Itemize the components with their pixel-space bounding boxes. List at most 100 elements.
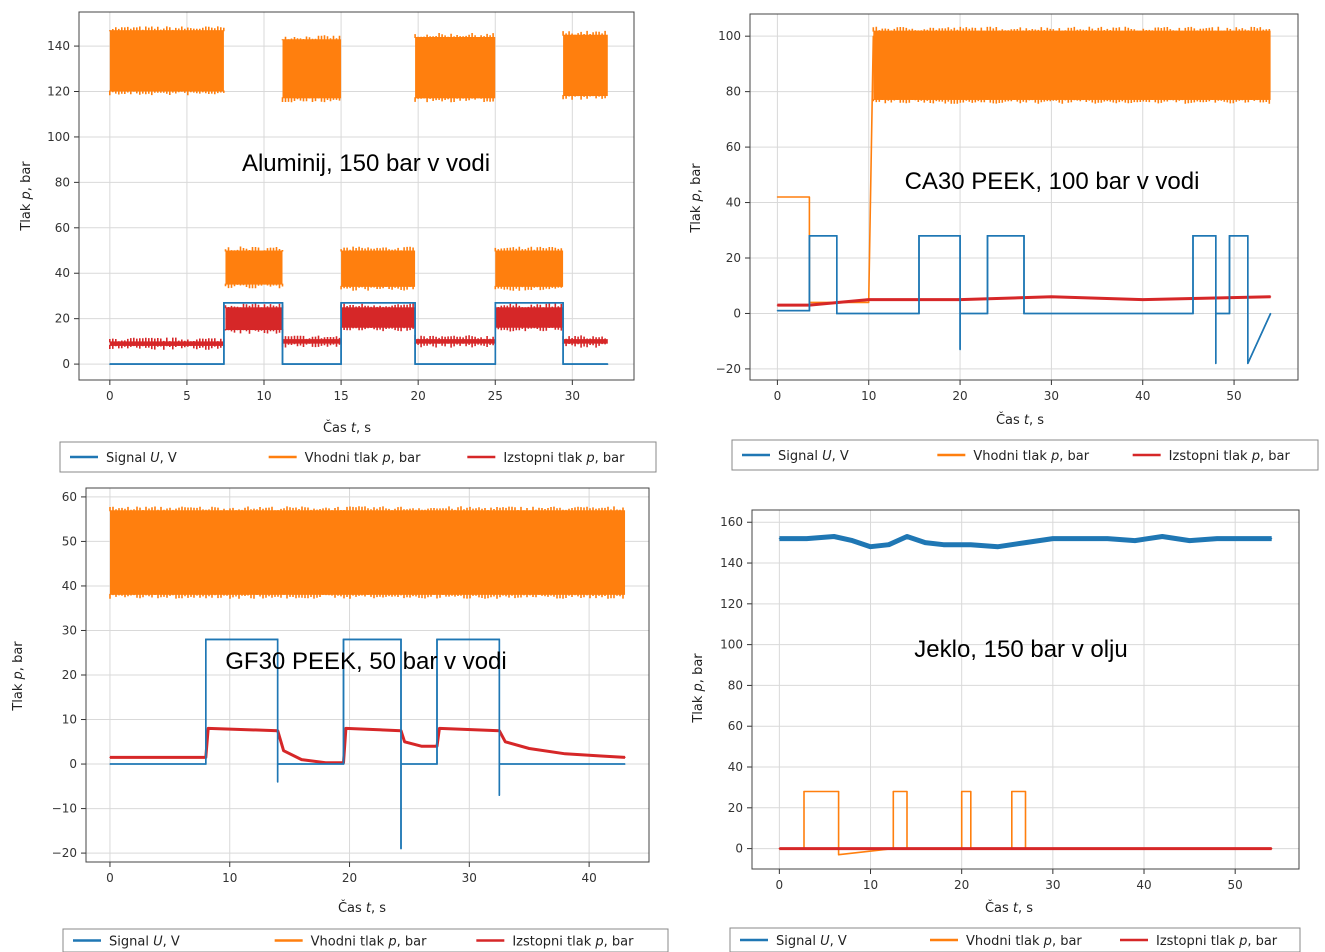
vhodni-tlak-p-bar-band [341, 250, 416, 287]
vhodni-tlak-p-bar-point [1011, 790, 1013, 793]
vhodni-tlak-p-bar-point [808, 196, 810, 198]
vhodni-tlak-p-bar-band [109, 30, 224, 92]
x-tick-label: 20 [952, 389, 967, 403]
x-axis-label: Čas t, s [338, 900, 386, 916]
chart-aluminij: 0 5 10 15 20 25 30 0 20 40 60 80 100 120 140 Aluminij, … [19, 11, 657, 473]
y-tick-label: 60 [62, 490, 77, 504]
signal-u-v-point [924, 542, 926, 544]
izstopni-tlak-p-bar-band [563, 339, 608, 344]
signal-u-v-line-top [777, 235, 1272, 364]
x-tick-label: 10 [863, 878, 878, 892]
chart-annotation: GF30 PEEK, 50 bar v vodi [225, 648, 506, 675]
vhodni-tlak-p-bar-point [970, 790, 972, 793]
y-tick-label: 60 [728, 719, 743, 733]
y-tick-label: 20 [726, 251, 741, 265]
y-tick-label: 80 [728, 678, 743, 692]
y-tick-label: 40 [728, 760, 743, 774]
y-tick-label: 0 [62, 357, 70, 371]
series-group [109, 26, 609, 365]
vhodni-tlak-p-bar-point [906, 790, 908, 793]
vhodni-tlak-p-bar-band [495, 250, 564, 287]
legend-label-izstopni-tlak-p-bar: Izstopni tlak p, bar [512, 935, 634, 950]
legend-label-vhodni-tlak-p-bar: Vhodni tlak p, bar [305, 451, 421, 466]
y-tick-label: 60 [55, 221, 70, 235]
y-tick-label: 100 [720, 638, 743, 652]
signal-u-v-point [806, 537, 808, 540]
vhodni-tlak-p-bar-band-noise [281, 35, 341, 103]
izstopni-tlak-p-bar-point [420, 745, 423, 747]
signal-u-v-point [869, 546, 872, 548]
x-tick-label: 15 [333, 389, 348, 403]
chart-gf30-peek: 0 10 20 30 40 −20 −10 0 10 20 30 40 50 60 GF30 PEEK, 5… [11, 487, 669, 952]
izstopni-tlak-p-bar-point [868, 298, 870, 301]
y-tick-label: −20 [716, 362, 741, 376]
izstopni-tlak-p-bar-point [438, 727, 440, 730]
x-tick-label: 0 [776, 878, 784, 892]
x-tick-label: 5 [183, 389, 191, 403]
vhodni-tlak-p-bar-band-noise [224, 246, 284, 289]
plot-frame [749, 13, 1299, 381]
signal-u-v-point [942, 544, 945, 546]
y-tick-label: 100 [47, 130, 70, 144]
signal-u-v-point [851, 539, 853, 542]
vhodni-tlak-p-bar-band-noise [562, 30, 606, 100]
vhodni-tlak-p-bar-point [961, 790, 963, 793]
signal-u-v-point [1134, 539, 1136, 542]
legend-label-signal-u-v: Signal U, V [106, 451, 177, 466]
y-tick-label: 40 [55, 266, 70, 280]
y-tick-label: 0 [69, 757, 77, 771]
signal-u-v-point [1189, 539, 1191, 542]
izstopni-tlak-p-bar-point [624, 756, 626, 758]
y-tick-label: −10 [52, 802, 77, 816]
x-tick-label: 20 [954, 878, 969, 892]
vhodni-tlak-p-bar-point [892, 790, 894, 793]
axes: 0 5 10 15 20 25 30 0 20 40 60 80 100 120 140 [47, 39, 580, 403]
x-tick-label: 30 [1045, 878, 1060, 892]
y-tick-label: −20 [52, 846, 77, 860]
izstopni-tlak-p-bar-point [1050, 296, 1052, 298]
izstopni-tlak-p-bar-band [495, 307, 564, 328]
vhodni-tlak-p-bar-band-noise [494, 246, 563, 291]
signal-u-v-line-top [110, 638, 625, 849]
chart-annotation: Jeklo, 150 bar v olju [914, 636, 1127, 663]
izstopni-tlak-p-bar-band [282, 339, 342, 344]
y-tick-label: 60 [726, 140, 741, 154]
x-tick-label: 30 [565, 389, 580, 403]
izstopni-tlak-p-bar-band-noise [109, 337, 225, 350]
izstopni-tlak-p-bar-point [504, 741, 506, 743]
series-group [109, 506, 626, 850]
x-axis-label: Čas t, s [996, 412, 1044, 428]
izstopni-tlak-p-bar-point [345, 727, 347, 730]
x-tick-label: 20 [342, 871, 357, 885]
x-axis-label: Čas t, s [323, 420, 371, 436]
legend-label-vhodni-tlak-p-bar: Vhodni tlak p, bar [966, 934, 1082, 949]
vhodni-tlak-p-bar-point [1024, 790, 1027, 793]
vhodni-tlak-p-bar-point [838, 854, 840, 856]
izstopni-tlak-p-bar-point [1270, 296, 1272, 298]
izstopni-tlak-p-bar-point [207, 727, 209, 730]
y-tick-label: 40 [62, 579, 77, 593]
izstopni-tlak-p-bar-band [225, 307, 283, 331]
signal-u-v-point [997, 546, 999, 548]
izstopni-tlak-p-bar-line [110, 726, 626, 765]
signal-u-v-point [906, 535, 908, 538]
x-tick-label: 30 [462, 871, 477, 885]
vhodni-tlak-p-bar-band [873, 30, 1271, 100]
izstopni-tlak-p-bar-point [564, 753, 566, 755]
plot-frame [85, 487, 650, 863]
izstopni-tlak-p-bar-point [1271, 848, 1273, 850]
izstopni-tlak-p-bar-band-noise [224, 303, 284, 334]
izstopni-tlak-p-bar-point [528, 747, 530, 750]
legend: Signal U, V Vhodni tlak p, bar Izstopni tl… [62, 928, 669, 952]
x-tick-label: 40 [1136, 878, 1151, 892]
y-tick-label: 50 [62, 534, 77, 548]
y-tick-label: 0 [733, 306, 741, 320]
izstopni-tlak-p-bar-point [404, 741, 406, 743]
izstopni-tlak-p-bar-point [283, 750, 285, 752]
izstopni-tlak-p-bar-point [776, 304, 779, 306]
chart-jeklo: 0 10 20 30 40 50 0 20 40 60 80 100 120 140 160 Jeklo, 1… [691, 509, 1301, 952]
chart-annotation: CA30 PEEK, 100 bar v vodi [905, 168, 1200, 195]
legend-label-vhodni-tlak-p-bar: Vhodni tlak p, bar [973, 449, 1089, 464]
axes: 0 10 20 30 40 50 −20 0 20 40 60 80 100 [716, 29, 1242, 403]
y-tick-label: 40 [726, 196, 741, 210]
